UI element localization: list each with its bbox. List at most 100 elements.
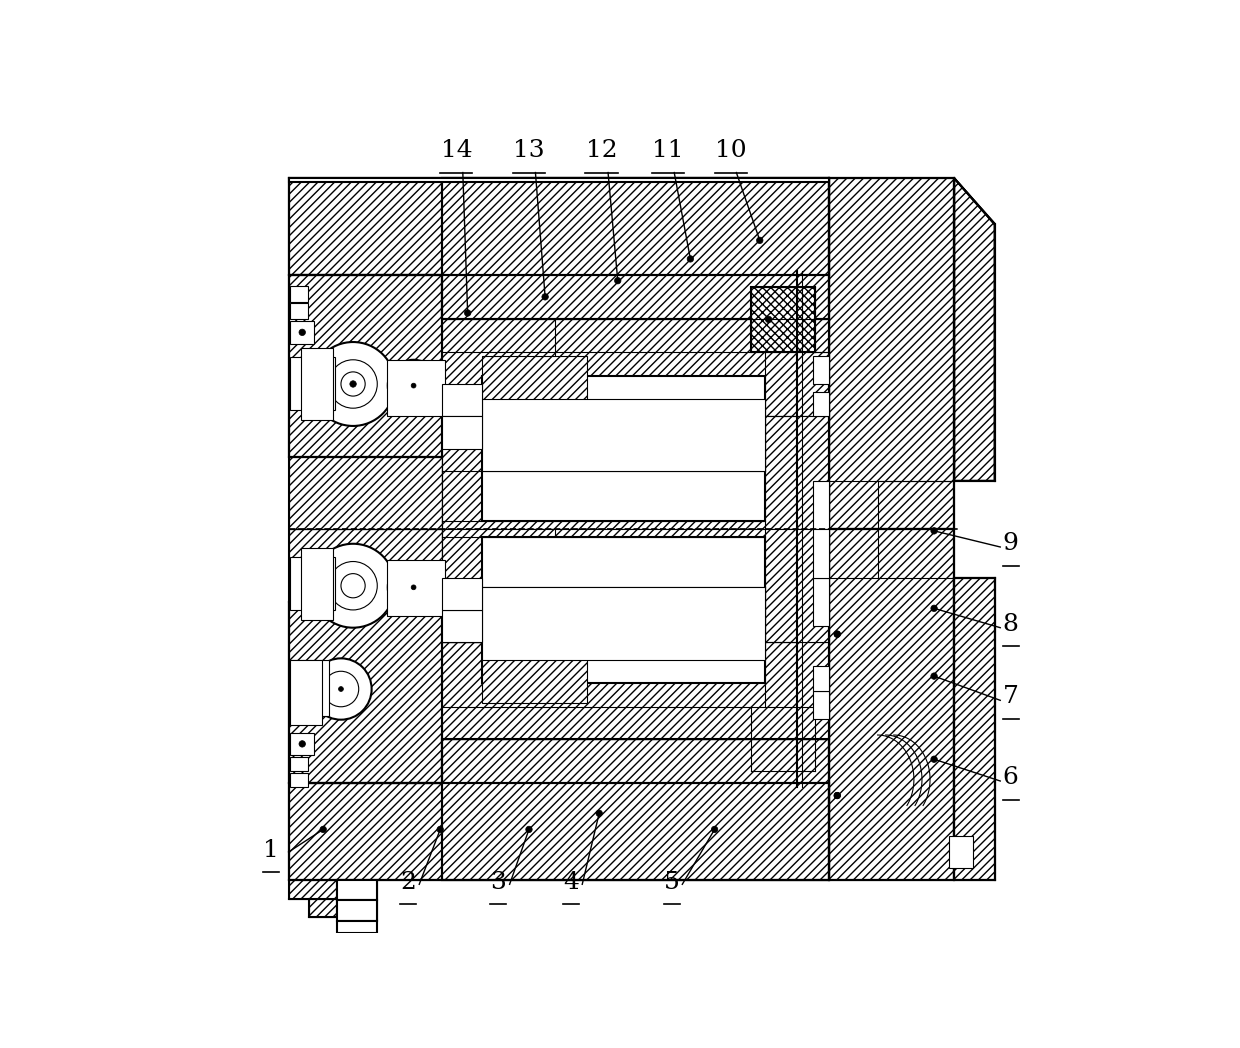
Bar	[309, 899, 337, 917]
Bar	[289, 178, 830, 275]
Circle shape	[412, 585, 415, 590]
Bar	[830, 178, 955, 529]
Bar	[813, 577, 830, 626]
Circle shape	[931, 605, 937, 612]
Bar	[830, 529, 955, 880]
Circle shape	[339, 686, 343, 692]
Text: 6: 6	[1003, 766, 1019, 789]
Bar	[955, 577, 994, 880]
Bar	[441, 529, 830, 739]
Text: 13: 13	[513, 139, 544, 162]
Text: 1: 1	[263, 838, 279, 861]
Bar	[441, 642, 830, 739]
Bar	[290, 285, 308, 302]
Text: 9: 9	[1003, 532, 1019, 555]
Bar	[389, 563, 441, 610]
Bar	[482, 642, 587, 703]
Bar	[813, 667, 830, 691]
Bar	[290, 757, 308, 771]
Bar	[289, 275, 441, 457]
Circle shape	[329, 562, 377, 610]
Circle shape	[311, 342, 396, 425]
Circle shape	[324, 672, 358, 706]
Bar	[441, 178, 830, 320]
Bar	[813, 529, 830, 577]
Circle shape	[615, 278, 621, 284]
Bar	[290, 660, 329, 717]
Text: 11: 11	[652, 139, 683, 162]
Bar	[482, 376, 765, 521]
Circle shape	[341, 372, 365, 396]
Bar	[289, 784, 830, 880]
Circle shape	[756, 237, 763, 243]
Bar	[441, 739, 830, 880]
Circle shape	[388, 562, 439, 613]
Bar	[482, 538, 765, 682]
Bar	[813, 392, 830, 416]
Circle shape	[341, 573, 365, 597]
Bar	[813, 355, 830, 384]
Bar	[289, 457, 450, 529]
Circle shape	[596, 810, 603, 816]
Bar	[337, 880, 377, 900]
Text: 10: 10	[715, 139, 746, 162]
Bar	[441, 739, 830, 880]
Bar	[337, 900, 377, 920]
Circle shape	[320, 826, 326, 833]
Bar	[290, 733, 314, 756]
Bar	[949, 836, 973, 868]
Bar	[482, 355, 587, 416]
Circle shape	[542, 293, 548, 300]
Circle shape	[526, 826, 532, 833]
Circle shape	[399, 371, 428, 400]
Bar	[289, 602, 441, 784]
Bar	[441, 178, 830, 320]
Bar	[289, 880, 337, 899]
Circle shape	[835, 792, 841, 799]
Circle shape	[687, 256, 693, 262]
Circle shape	[835, 631, 841, 637]
Circle shape	[835, 792, 841, 799]
Circle shape	[311, 544, 396, 628]
Bar	[290, 303, 308, 320]
Bar	[441, 416, 554, 529]
Text: 5: 5	[663, 871, 680, 894]
Text: 14: 14	[440, 139, 472, 162]
Bar	[289, 275, 441, 457]
Bar	[482, 587, 765, 660]
Bar	[441, 320, 830, 416]
Bar	[955, 577, 994, 880]
Bar	[387, 359, 445, 416]
Circle shape	[465, 310, 471, 316]
Bar	[290, 357, 335, 410]
Bar	[289, 602, 441, 784]
Bar	[289, 178, 830, 182]
Circle shape	[299, 741, 305, 747]
Bar	[337, 900, 377, 920]
Circle shape	[931, 673, 937, 679]
Bar	[337, 880, 377, 900]
Bar	[441, 529, 830, 642]
Circle shape	[712, 826, 718, 833]
Bar	[289, 178, 830, 275]
Bar	[441, 416, 482, 449]
Bar	[441, 416, 830, 529]
Circle shape	[412, 384, 415, 388]
Circle shape	[310, 658, 372, 720]
Circle shape	[388, 359, 439, 412]
Bar	[441, 610, 482, 642]
Text: 7: 7	[1003, 685, 1019, 708]
Bar	[441, 320, 830, 529]
Bar	[830, 529, 955, 880]
Bar	[290, 660, 322, 724]
Bar	[290, 321, 314, 344]
Text: 2: 2	[401, 871, 415, 894]
Circle shape	[835, 631, 841, 637]
Bar	[441, 529, 554, 642]
Bar	[337, 920, 377, 933]
Bar	[290, 773, 308, 787]
Bar	[389, 363, 441, 410]
Bar	[300, 548, 332, 620]
Text: 3: 3	[490, 871, 506, 894]
Circle shape	[931, 527, 937, 534]
